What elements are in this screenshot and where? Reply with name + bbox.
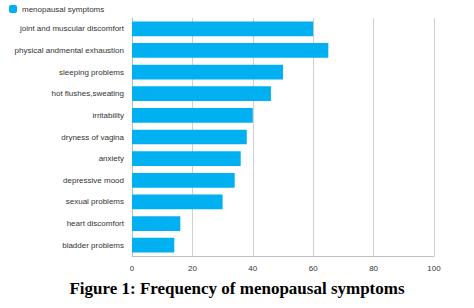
svg-text:0: 0 bbox=[130, 264, 135, 273]
svg-text:dryness of vagina: dryness of vagina bbox=[61, 133, 124, 142]
svg-text:60: 60 bbox=[309, 264, 318, 273]
svg-text:Figure 1: Frequency of menopau: Figure 1: Frequency of menopausal sympto… bbox=[69, 279, 405, 298]
svg-text:100: 100 bbox=[427, 264, 441, 273]
svg-text:80: 80 bbox=[369, 264, 378, 273]
svg-text:irritability: irritability bbox=[92, 111, 124, 120]
svg-text:40: 40 bbox=[248, 264, 257, 273]
svg-text:depressive mood: depressive mood bbox=[63, 176, 124, 185]
svg-text:sleeping problems: sleeping problems bbox=[59, 68, 124, 77]
svg-text:menopausal symptoms: menopausal symptoms bbox=[22, 5, 104, 14]
svg-text:physical andmental exhaustion: physical andmental exhaustion bbox=[15, 46, 124, 55]
svg-text:heart discomfort: heart discomfort bbox=[67, 219, 125, 228]
svg-text:bladder problems: bladder problems bbox=[62, 241, 124, 250]
svg-text:anxiety: anxiety bbox=[99, 154, 124, 163]
svg-text:hot flushes,sweating: hot flushes,sweating bbox=[52, 89, 125, 98]
svg-text:joint and muscular discomfort: joint and muscular discomfort bbox=[19, 24, 125, 33]
svg-text:sexual problems: sexual problems bbox=[66, 197, 124, 206]
svg-text:20: 20 bbox=[188, 264, 197, 273]
